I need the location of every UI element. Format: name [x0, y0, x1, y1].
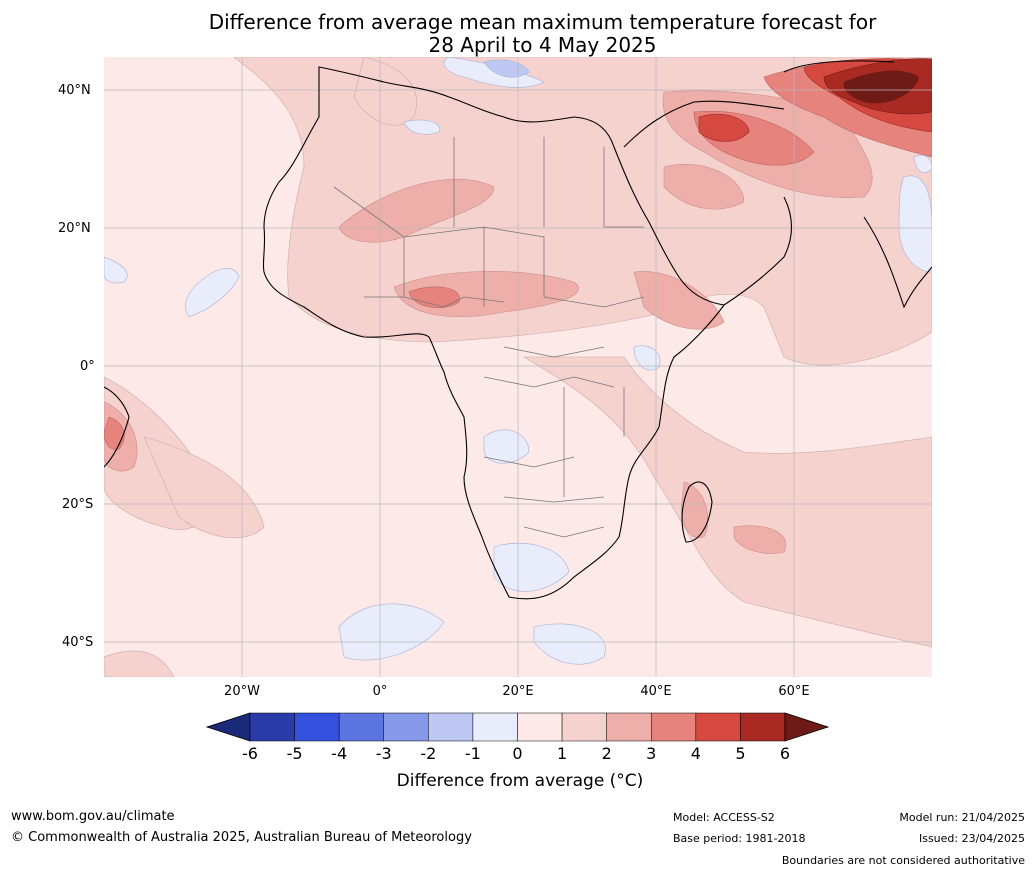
colorbar-segment: [294, 712, 340, 742]
footer-model-run: Model run: 21/04/2025: [899, 811, 1025, 824]
colorbar-tick-label: -6: [242, 744, 258, 763]
lat-label-20N: 20°N: [58, 221, 91, 236]
colorbar-tick-label: 2: [601, 744, 612, 763]
colorbar-tick-label: 3: [646, 744, 657, 763]
colorbar-extend-high: [784, 712, 830, 742]
footer-website: www.bom.gov.au/climate: [11, 809, 175, 824]
footer-copyright: © Commonwealth of Australia 2025, Austra…: [11, 830, 472, 845]
colorbar-segment: [338, 712, 384, 742]
coastline: [104, 60, 932, 600]
footer-issued: Issued: 23/04/2025: [918, 832, 1025, 845]
colorbar-segment: [740, 712, 786, 742]
colorbar-segment: [695, 712, 741, 742]
colorbar-tick-label: 1: [556, 744, 568, 763]
lat-label-40N: 40°N: [58, 83, 91, 98]
map-gridlines: [104, 57, 932, 677]
colorbar-segment: [517, 712, 563, 742]
colorbar-tick-label: 5: [735, 744, 746, 763]
footer-disclaimer: Boundaries are not considered authoritat…: [781, 854, 1025, 867]
lon-label-40E: 40°E: [640, 684, 672, 699]
colorbar-segment: [472, 712, 518, 742]
colorbar-tick-label: -1: [464, 744, 481, 763]
footer-base-period: Base period: 1981-2018: [673, 832, 806, 845]
footer-model: Model: ACCESS-S2: [673, 811, 775, 824]
lon-label-60E: 60°E: [778, 684, 810, 699]
colorbar-segment: [249, 712, 295, 742]
colorbar-segment: [428, 712, 474, 742]
country-borders: [333, 137, 645, 538]
colorbar-tick-label: -3: [375, 744, 392, 763]
lon-label-0: 0°: [372, 684, 388, 699]
colorbar-tick-label: -2: [420, 744, 437, 763]
lon-label-20E: 20°E: [502, 684, 534, 699]
colorbar-segment: [606, 712, 652, 742]
lat-label-40S: 40°S: [62, 635, 94, 650]
colorbar-label: Difference from average (°C): [396, 771, 644, 791]
colorbar-segment: [651, 712, 697, 742]
lat-label-0: 0°: [80, 359, 95, 374]
colorbar-tick-label: -5: [286, 744, 303, 763]
anomaly-band-over-6: [843, 70, 919, 104]
map-title-line1: Difference from average mean maximum tem…: [208, 10, 877, 34]
colorbar-segment: [561, 712, 607, 742]
colorbar-tick-label: 4: [690, 744, 701, 763]
lon-label-20W: 20°W: [224, 684, 260, 699]
colorbar-tick-label: 0: [512, 744, 523, 763]
colorbar-segment: [383, 712, 429, 742]
lat-label-20S: 20°S: [62, 497, 94, 512]
colorbar-tick-label: 6: [779, 744, 791, 763]
forecast-map: [104, 57, 932, 677]
map-title-line2: 28 April to 4 May 2025: [428, 33, 657, 57]
colorbar-extend-low: [205, 712, 251, 742]
colorbar-tick-label: -4: [331, 744, 348, 763]
